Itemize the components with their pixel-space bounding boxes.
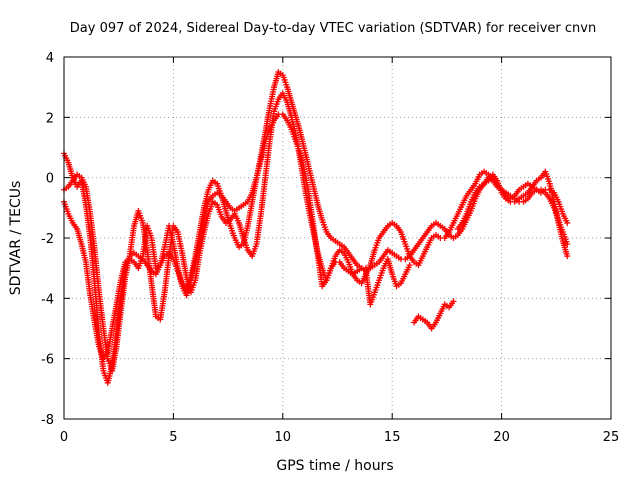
y-axis-label: SDTVAR / TECUs (8, 181, 24, 296)
data-point (450, 298, 457, 305)
data-point (564, 241, 571, 248)
data-series (61, 69, 571, 386)
data-point (564, 219, 571, 226)
x-tick-label: 5 (169, 430, 177, 445)
x-tick-label: 10 (275, 430, 292, 445)
y-tick-label: 2 (46, 111, 54, 126)
y-tick-label: -6 (41, 353, 54, 368)
data-point (406, 262, 413, 269)
y-tick-label: -2 (41, 232, 54, 247)
x-tick-label: 20 (493, 430, 510, 445)
series-trace-c (61, 111, 571, 362)
x-tick-label: 25 (603, 430, 620, 445)
series-trace-b (61, 90, 571, 374)
data-point (564, 253, 571, 260)
y-tick-label: 0 (46, 172, 54, 187)
axis-ticks: 0 5 10 15 20 25 -8 -6 -4 -2 0 2 4 (41, 51, 619, 445)
series-trace-a (61, 69, 571, 386)
x-axis-label: GPS time / hours (276, 458, 393, 474)
y-tick-label: 4 (46, 51, 54, 66)
y-tick-label: -4 (41, 292, 54, 307)
y-tick-label: -8 (41, 413, 54, 428)
x-tick-label: 0 (60, 430, 68, 445)
x-tick-label: 15 (384, 430, 401, 445)
chart-title: Day 097 of 2024, Sidereal Day-to-day VTE… (70, 21, 596, 36)
